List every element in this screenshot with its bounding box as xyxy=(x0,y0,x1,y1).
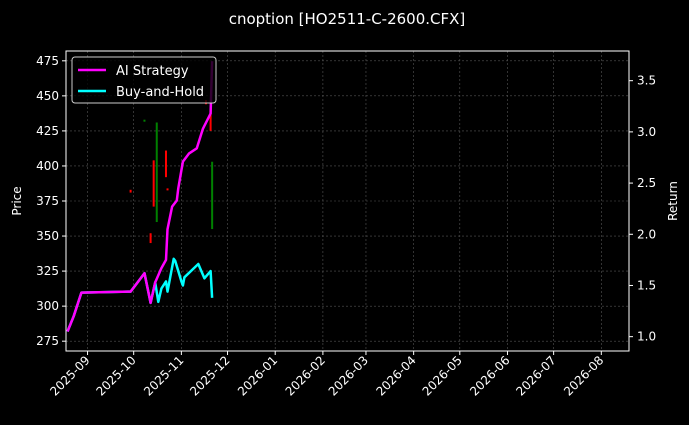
candle-down xyxy=(166,188,169,191)
y-axis-label: Price xyxy=(10,186,24,215)
y-tick-label: 325 xyxy=(36,264,59,278)
chart-title: cnoption [HO2511-C-2600.CFX] xyxy=(229,10,466,28)
y2-tick-label: 1.0 xyxy=(637,330,656,344)
ticks: 2025-09 2025-10 2025-11 2025-12 2026-01 2026-… xyxy=(36,54,656,399)
y-tick-label: 450 xyxy=(36,89,59,103)
candle-down xyxy=(164,150,167,178)
y-tick-label: 350 xyxy=(36,229,59,243)
y2-axis-label: Return xyxy=(666,181,680,221)
y2-tick-label: 3.5 xyxy=(637,74,656,88)
grid xyxy=(66,51,629,351)
y-tick-label: 275 xyxy=(36,334,59,348)
x-tick-label: 2026-06 xyxy=(467,353,512,398)
x-tick-label: 2026-07 xyxy=(513,353,558,398)
candle-down xyxy=(209,109,212,131)
x-tick-label: 2025-11 xyxy=(141,353,186,398)
x-tick-label: 2026-02 xyxy=(283,353,328,398)
x-tick-label: 2026-01 xyxy=(235,353,280,398)
legend: AI Strategy Buy-and-Hold xyxy=(71,56,217,104)
y-tick-label: 475 xyxy=(36,54,59,68)
y2-tick-label: 2.0 xyxy=(637,227,656,241)
candle-down xyxy=(129,189,132,193)
candle-down xyxy=(149,233,152,244)
candle-down xyxy=(152,160,155,207)
candle-up xyxy=(143,119,146,122)
y2-tick-label: 1.5 xyxy=(637,278,656,292)
candle-up xyxy=(155,122,158,223)
y-tick-label: 425 xyxy=(36,124,59,138)
y-tick-label: 300 xyxy=(36,299,59,313)
x-tick-label: 2026-03 xyxy=(326,353,371,398)
legend-label-buy-and-hold: Buy-and-Hold xyxy=(116,85,204,100)
y-tick-label: 375 xyxy=(36,194,59,208)
x-tick-label: 2025-12 xyxy=(187,353,232,398)
x-tick-label: 2026-08 xyxy=(561,353,606,398)
x-tick-label: 2026-04 xyxy=(373,353,418,398)
y2-tick-label: 2.5 xyxy=(637,176,656,190)
candles xyxy=(129,100,214,244)
series-lines xyxy=(66,61,214,332)
candle-up xyxy=(211,161,214,230)
x-tick-label: 2025-09 xyxy=(47,353,92,398)
series-line-buy-and-hold xyxy=(66,257,214,332)
y2-tick-label: 3.0 xyxy=(637,125,656,139)
y-tick-label: 400 xyxy=(36,159,59,173)
x-tick-label: 2025-10 xyxy=(93,353,138,398)
series-line-ai-strategy xyxy=(66,61,214,332)
legend-label-ai-strategy: AI Strategy xyxy=(116,64,189,79)
x-tick-label: 2026-05 xyxy=(420,353,465,398)
